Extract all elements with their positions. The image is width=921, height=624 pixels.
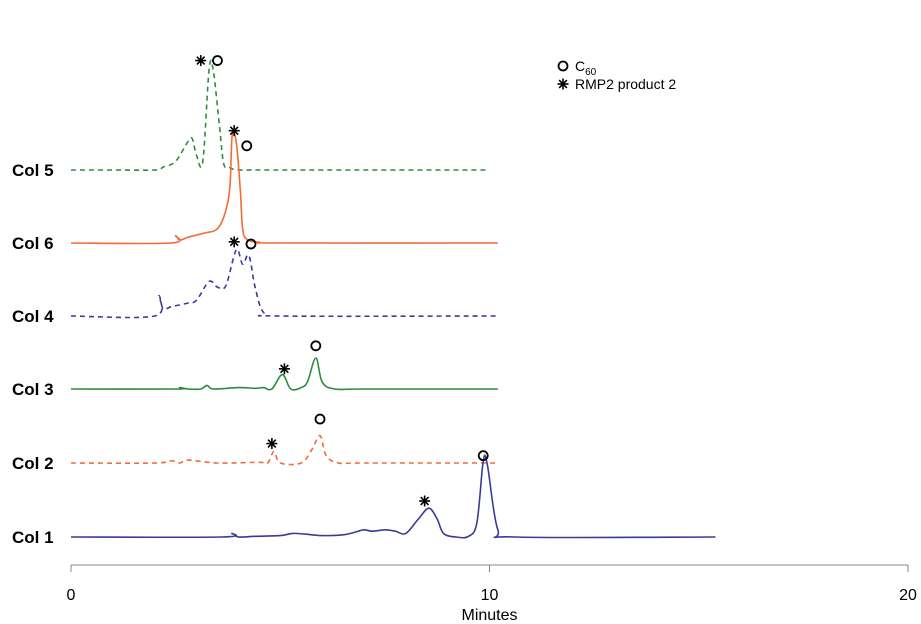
circle-marker-col-1 bbox=[477, 450, 489, 462]
trace-col-1 bbox=[70, 454, 716, 539]
x-axis-title: Minutes bbox=[461, 607, 517, 624]
legend: C60 RMP2 product 2 bbox=[557, 58, 676, 92]
asterisk-marker-col-4 bbox=[228, 236, 240, 248]
trace-label-col-1: Col 1 bbox=[12, 528, 54, 547]
asterisk-marker-col-6 bbox=[228, 125, 240, 137]
trace-labels: Col 5 Col 6 Col 4 Col 3 Col 2 Col 1 bbox=[12, 161, 54, 547]
circle-marker-col-5 bbox=[212, 55, 223, 66]
legend-circle-icon bbox=[557, 60, 569, 72]
legend-asterisk-icon bbox=[557, 78, 569, 90]
circle-marker-col-3 bbox=[310, 340, 322, 352]
trace-col-6 bbox=[70, 131, 498, 245]
peak-markers bbox=[195, 55, 489, 507]
trace-lines bbox=[70, 59, 716, 539]
asterisk-marker-col-1 bbox=[419, 495, 431, 507]
legend-label-rmp2: RMP2 product 2 bbox=[575, 76, 676, 92]
x-tick-label-20: 20 bbox=[899, 587, 917, 604]
trace-col-4 bbox=[70, 248, 498, 319]
circle-marker-col-6 bbox=[241, 140, 253, 152]
trace-col-5 bbox=[71, 59, 490, 172]
x-axis: 0 10 20 Minutes bbox=[67, 564, 917, 624]
asterisk-marker-col-5 bbox=[195, 55, 207, 67]
x-tick-label-0: 0 bbox=[67, 587, 76, 604]
circle-marker-col-4 bbox=[245, 238, 257, 250]
asterisk-marker-col-3 bbox=[278, 363, 290, 375]
trace-label-col-4: Col 4 bbox=[12, 307, 54, 326]
legend-label-c60: C60 bbox=[575, 58, 597, 78]
trace-label-col-6: Col 6 bbox=[12, 234, 54, 253]
trace-label-col-2: Col 2 bbox=[12, 454, 54, 473]
trace-label-col-3: Col 3 bbox=[12, 380, 54, 399]
trace-col-3 bbox=[70, 357, 498, 391]
trace-label-col-5: Col 5 bbox=[12, 161, 54, 180]
trace-col-2 bbox=[70, 434, 498, 466]
asterisk-marker-col-2 bbox=[266, 438, 278, 450]
x-tick-label-10: 10 bbox=[481, 587, 499, 604]
circle-marker-col-2 bbox=[314, 413, 326, 425]
